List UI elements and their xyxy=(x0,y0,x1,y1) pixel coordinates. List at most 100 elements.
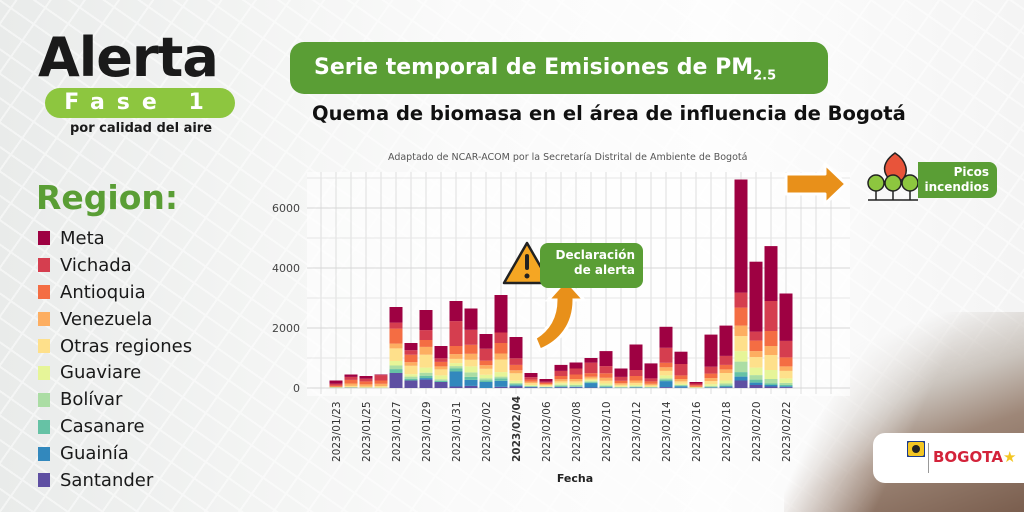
bar-segment-venezuela xyxy=(449,354,463,359)
bar-segment-vichada xyxy=(479,348,493,361)
bar-segment-antioquia xyxy=(764,331,778,346)
bar-segment-antioquia xyxy=(629,376,643,381)
x-tick-label: 2023/02/12 xyxy=(631,401,643,462)
bar-segment-bolívar xyxy=(779,382,793,385)
bar-segment-venezuela xyxy=(614,383,628,385)
bar-segment-guaviare xyxy=(779,378,793,383)
bar-segment-venezuela xyxy=(419,346,433,355)
bar-segment-casanare xyxy=(464,376,478,380)
bar-segment-venezuela xyxy=(509,370,523,374)
bar-segment-venezuela xyxy=(629,380,643,383)
chart-source: Adaptado de NCAR-ACOM por la Secretaría … xyxy=(388,152,748,163)
bar-segment-guainía xyxy=(509,385,523,387)
legend-item: Vichada xyxy=(38,252,192,279)
bar-segment-vichada xyxy=(344,376,358,380)
x-tick-label: 2023/02/14 xyxy=(661,401,673,462)
bar-segment-guainía xyxy=(419,378,433,380)
bar-segment-meta xyxy=(749,261,763,332)
bar-segment-bolívar xyxy=(524,385,538,387)
bar-segment-guainía xyxy=(659,381,673,388)
x-tick-label: 2023/02/02 xyxy=(481,401,493,462)
bar-segment-otras-regiones xyxy=(509,373,523,381)
bar-segment-otras-regiones xyxy=(464,359,478,367)
bar-segment-vichada xyxy=(614,376,628,381)
legend-label: Guaviare xyxy=(60,362,142,384)
bar-segment-antioquia xyxy=(554,376,568,380)
bar-segment-guainía xyxy=(719,386,733,388)
bar-segment-vichada xyxy=(659,347,673,363)
bar-segment-guaviare xyxy=(494,372,508,377)
legend-swatch xyxy=(38,446,50,461)
bar-segment-antioquia xyxy=(749,340,763,352)
bar-segment-guainía xyxy=(569,386,583,388)
bar-segment-casanare xyxy=(494,378,508,381)
bar-segment-bolívar xyxy=(629,386,643,387)
bar-segment-guainía xyxy=(674,386,688,388)
bar-segment-otras-regiones xyxy=(704,381,718,385)
bar-segment-venezuela xyxy=(479,365,493,369)
coat-of-arms-logo xyxy=(907,441,925,457)
bar-segment-vichada xyxy=(719,355,733,365)
bar-segment-vichada xyxy=(494,332,508,343)
legend-item: Guainía xyxy=(38,440,192,467)
bar-segment-casanare xyxy=(659,379,673,382)
bar-segment-venezuela xyxy=(329,386,343,388)
bar-segment-santander xyxy=(659,387,673,388)
bar-segment-venezuela xyxy=(554,379,568,382)
bar-segment-guaviare xyxy=(764,370,778,379)
bar-segment-bolívar xyxy=(749,375,763,380)
bar-segment-meta xyxy=(509,337,523,359)
bar-segment-antioquia xyxy=(419,340,433,347)
bar-segment-santander xyxy=(449,386,463,388)
bar-segment-otras-regiones xyxy=(614,384,628,387)
bar-segment-guaviare xyxy=(404,374,418,377)
bar-segment-casanare xyxy=(764,383,778,385)
bar-segment-santander xyxy=(569,387,583,388)
bar-segment-bolívar xyxy=(434,379,448,381)
bar-segment-antioquia xyxy=(539,382,553,385)
bar-segment-antioquia xyxy=(494,343,508,354)
bar-segment-bolívar xyxy=(404,376,418,379)
bar-segment-meta xyxy=(779,293,793,341)
bar-segment-santander xyxy=(509,386,523,388)
bar-segment-venezuela xyxy=(719,369,733,373)
bar-segment-venezuela xyxy=(689,386,703,388)
bar-segment-santander xyxy=(749,385,763,388)
bar-segment-bolívar xyxy=(449,366,463,369)
bar-segment-bolívar xyxy=(389,365,403,370)
y-tick-label: 0 xyxy=(293,382,300,395)
phase-badge: Fase 1 xyxy=(45,88,235,118)
warning-icon xyxy=(502,241,552,285)
bar-segment-vichada xyxy=(674,364,688,376)
bar-segment-guainía xyxy=(749,382,763,385)
bar-segment-venezuela xyxy=(344,383,358,386)
legend-swatch xyxy=(38,419,50,434)
bar-segment-antioquia xyxy=(524,379,538,382)
bar-segment-otras-regiones xyxy=(569,381,583,384)
bar-segment-bolívar xyxy=(509,382,523,385)
bar-segment-guainía xyxy=(464,379,478,386)
bar-segment-otras-regiones xyxy=(644,385,658,387)
bar-segment-otras-regiones xyxy=(494,359,508,373)
bar-segment-vichada xyxy=(764,301,778,331)
bar-segment-casanare xyxy=(434,380,448,382)
x-tick-label: 2023/01/23 xyxy=(331,401,343,462)
bar-segment-vichada xyxy=(704,366,718,374)
arrow-right-icon xyxy=(784,162,848,206)
bar-segment-vichada xyxy=(374,375,388,381)
bar-segment-guaviare xyxy=(509,380,523,383)
bar-segment-bolívar xyxy=(569,385,583,387)
legend-swatch xyxy=(38,392,50,407)
bar-segment-guainía xyxy=(779,386,793,388)
x-tick-label: 2023/01/25 xyxy=(361,401,373,462)
bar-segment-vichada xyxy=(734,292,748,308)
bar-segment-santander xyxy=(554,387,568,388)
peaks-label-line2: incendios xyxy=(924,180,989,194)
bar-segment-antioquia xyxy=(644,381,658,384)
bar-segment-antioquia xyxy=(344,379,358,384)
bar-segment-guainía xyxy=(599,387,613,388)
bar-segment-bolívar xyxy=(584,381,598,383)
bar-segment-guaviare xyxy=(749,367,763,376)
bar-segment-casanare xyxy=(674,385,688,387)
bar-segment-santander xyxy=(419,379,433,388)
